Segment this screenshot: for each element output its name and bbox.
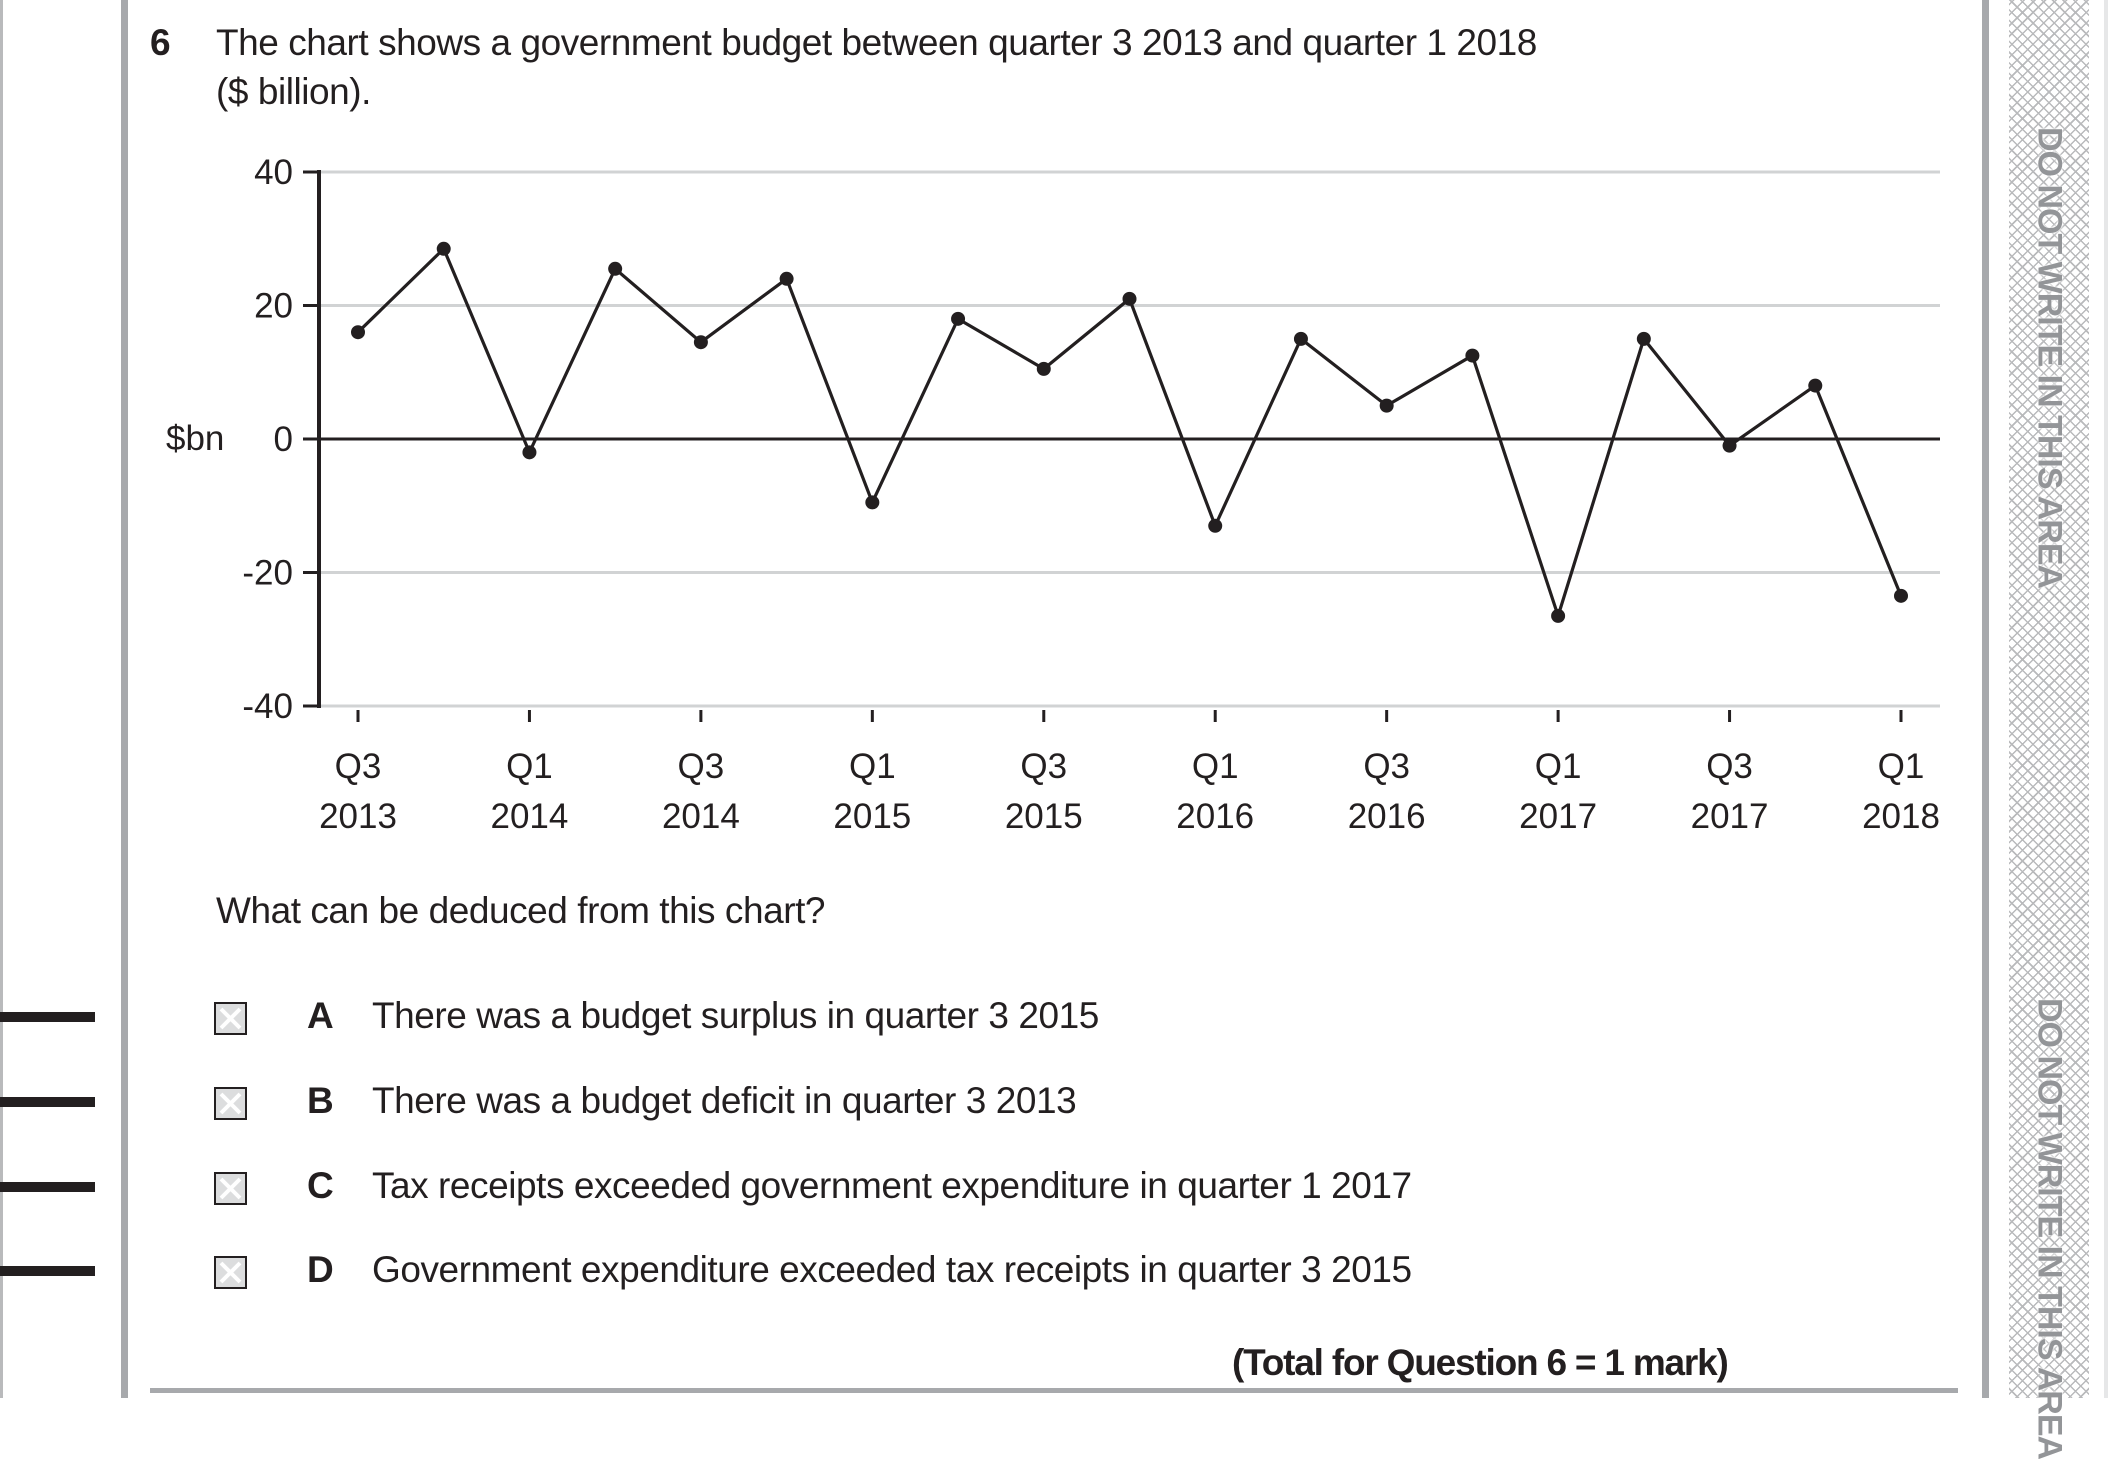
x-tick-label-quarter: Q1 xyxy=(1535,747,1582,786)
question-text-line-1: The chart shows a government budget betw… xyxy=(216,22,1537,63)
x-tick-label-year: 2013 xyxy=(319,797,397,836)
x-tick-label-quarter: Q3 xyxy=(1706,747,1753,786)
question-text-line-2: ($ billion). xyxy=(216,71,371,112)
data-point xyxy=(608,261,623,276)
question-end-rule xyxy=(150,1388,1958,1393)
tally-mark xyxy=(0,1266,95,1276)
y-tick-label: 40 xyxy=(254,153,293,192)
x-tick-label-year: 2017 xyxy=(1691,797,1769,836)
x-tick-label-quarter: Q1 xyxy=(1878,747,1925,786)
data-point xyxy=(351,325,365,340)
option-letter: A xyxy=(307,995,334,1036)
data-point xyxy=(1551,608,1566,623)
y-tick-label: 0 xyxy=(274,420,293,459)
x-tick-label-year: 2015 xyxy=(833,797,911,836)
tally-mark xyxy=(0,1012,95,1022)
option-text: There was a budget deficit in quarter 3 … xyxy=(372,1080,1077,1121)
page-right-edge xyxy=(2104,0,2108,1398)
option-text: There was a budget surplus in quarter 3 … xyxy=(372,995,1099,1036)
y-axis-title: $bn xyxy=(166,419,224,458)
data-point xyxy=(779,271,794,286)
option-letter: B xyxy=(307,1080,334,1121)
x-tick-label-year: 2018 xyxy=(1862,797,1940,836)
answer-checkbox[interactable] xyxy=(214,1172,247,1205)
x-tick-label-quarter: Q3 xyxy=(1363,747,1410,786)
data-point xyxy=(693,335,708,350)
answer-checkbox[interactable] xyxy=(214,1002,247,1035)
tally-mark xyxy=(0,1182,95,1192)
y-tick-label: -40 xyxy=(242,687,293,726)
x-tick-label-quarter: Q3 xyxy=(335,747,382,786)
answer-checkbox[interactable] xyxy=(214,1087,247,1120)
data-point xyxy=(1122,291,1137,306)
x-tick-label-quarter: Q1 xyxy=(506,747,553,786)
question-prompt: What can be deduced from this chart? xyxy=(216,890,826,931)
question-total-marks: (Total for Question 6 = 1 mark) xyxy=(1232,1342,1729,1383)
y-tick-label: 20 xyxy=(254,287,293,326)
x-tick-label-quarter: Q1 xyxy=(849,747,896,786)
data-point xyxy=(865,495,880,510)
y-tick-label: -20 xyxy=(242,554,293,593)
right-margin-rule xyxy=(1982,0,1989,1398)
data-point xyxy=(1636,331,1651,346)
data-point xyxy=(436,241,451,256)
cross-icon xyxy=(219,1261,242,1284)
left-margin-rule xyxy=(121,0,128,1398)
x-tick-label-year: 2014 xyxy=(491,797,569,836)
page-left-edge xyxy=(0,0,3,1398)
cross-icon xyxy=(219,1177,242,1200)
data-point xyxy=(522,445,537,460)
cross-icon xyxy=(219,1092,242,1115)
tick-labels: 40 20 0 -20 -40 $bn Q3 2013 Q1 2014 Q3 2014 Q1 2015 Q3… xyxy=(166,153,1940,836)
x-tick-label-quarter: Q1 xyxy=(1192,747,1239,786)
x-tick-label-year: 2016 xyxy=(1176,797,1254,836)
data-point xyxy=(1379,398,1394,413)
data-point xyxy=(1036,361,1051,376)
cross-icon xyxy=(219,1007,242,1030)
data-point xyxy=(1293,331,1308,346)
x-tick-label-quarter: Q3 xyxy=(1020,747,1067,786)
budget-line-chart: 40 20 0 -20 -40 $bn Q3 2013 Q1 2014 Q3 2014 Q1 2015 Q3… xyxy=(166,153,1940,836)
x-tick-label-year: 2017 xyxy=(1519,797,1597,836)
data-point xyxy=(1465,348,1480,363)
data-point xyxy=(1808,378,1823,393)
do-not-write-warning: DO NOT WRITE IN THIS AREA xyxy=(2030,998,2069,1459)
data-point xyxy=(1894,588,1908,603)
option-text: Government expenditure exceeded tax rece… xyxy=(372,1249,1412,1290)
data-series xyxy=(351,241,1908,623)
option-letter: C xyxy=(307,1165,334,1206)
data-point xyxy=(1208,518,1223,533)
x-tick-label-year: 2014 xyxy=(662,797,740,836)
x-tick-label-quarter: Q3 xyxy=(678,747,725,786)
answer-checkbox[interactable] xyxy=(214,1256,247,1289)
axes xyxy=(303,170,1940,722)
data-point xyxy=(951,311,966,326)
do-not-write-hatch-area xyxy=(2009,0,2089,1398)
option-text: Tax receipts exceeded government expendi… xyxy=(372,1165,1412,1206)
tally-mark xyxy=(0,1097,95,1107)
x-tick-label-year: 2015 xyxy=(1005,797,1083,836)
option-letter: D xyxy=(307,1249,334,1290)
question-number: 6 xyxy=(150,22,171,63)
data-point xyxy=(1722,438,1737,453)
x-tick-label-year: 2016 xyxy=(1348,797,1426,836)
